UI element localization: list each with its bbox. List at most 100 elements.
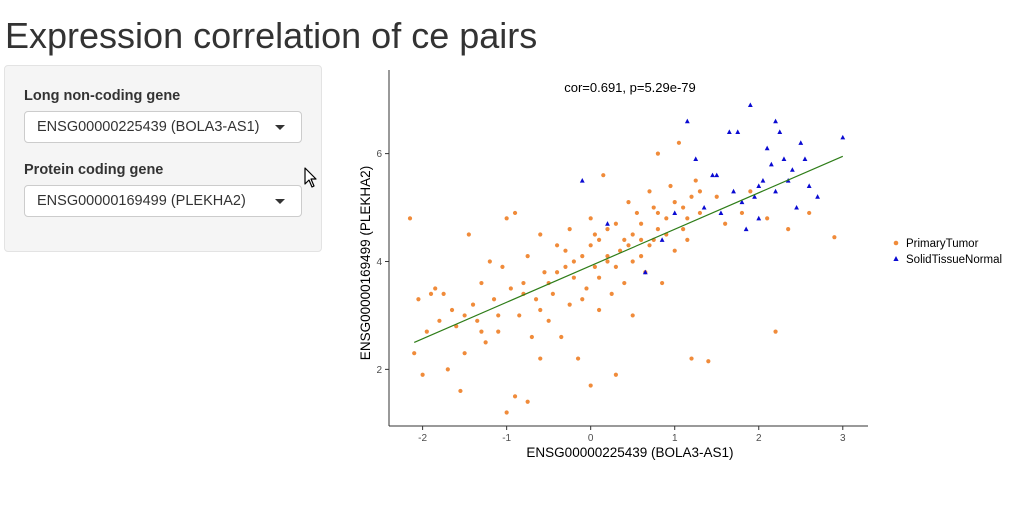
solid-tissue-normal-point (743, 226, 749, 232)
primary-tumor-point (634, 210, 640, 216)
primary-tumor-point (517, 313, 522, 318)
protein-select[interactable]: ENSG00000169499 (PLEKHA2) (24, 185, 302, 217)
x-tick-label: 3 (840, 433, 846, 444)
primary-tumor-point (491, 297, 497, 302)
primary-tumor-point (681, 205, 686, 210)
primary-tumor-point (504, 216, 509, 221)
solid-tissue-normal-point (605, 221, 610, 226)
lncrna-label: Long non-coding gene (24, 88, 181, 104)
solid-tissue-normal-point (802, 156, 808, 161)
solid-tissue-normal-point (806, 183, 812, 188)
solid-tissue-normal-point (726, 129, 732, 135)
legend-marker-solid-tissue-normal (893, 256, 899, 261)
primary-tumor-point (550, 291, 555, 296)
solid-tissue-normal-point (798, 140, 804, 145)
solid-tissue-normal-point (756, 183, 762, 188)
y-tick-label: 4 (376, 257, 382, 268)
primary-tumor-point (504, 410, 509, 415)
primary-tumor-point (630, 259, 635, 264)
primary-tumor-point (655, 227, 661, 232)
primary-tumor-point (554, 243, 560, 248)
primary-tumor-point (676, 140, 682, 145)
primary-tumor-point (475, 318, 480, 323)
primary-tumor-point (723, 221, 728, 226)
primary-tumor-point (697, 189, 703, 194)
chart-title: cor=0.691, p=5.29e-79 (564, 80, 696, 95)
primary-tumor-point (672, 248, 677, 253)
primary-tumor-point (706, 359, 711, 364)
solid-tissue-normal-point (752, 194, 757, 199)
primary-tumor-point (626, 200, 631, 205)
primary-tumor-point (605, 227, 610, 232)
primary-tumor-point (571, 259, 576, 264)
primary-tumor-point (462, 351, 467, 356)
regression-line (413, 155, 844, 343)
primary-tumor-point (462, 313, 467, 318)
primary-tumor-point (664, 216, 669, 221)
primary-tumor-point (630, 232, 635, 237)
solid-tissue-normal-point (789, 167, 795, 172)
primary-tumor-point (412, 351, 417, 356)
solid-tissue-normal-point (781, 156, 787, 161)
x-axis-label: ENSG00000225439 (BOLA3-AS1) (526, 445, 733, 460)
primary-tumor-point (601, 173, 606, 178)
primary-tumor-point (584, 286, 589, 291)
data-points (407, 102, 846, 415)
primary-tumor-point (596, 307, 602, 313)
lncrna-select[interactable]: ENSG00000225439 (BOLA3-AS1) (24, 111, 302, 143)
primary-tumor-point (672, 200, 677, 205)
primary-tumor-point (449, 307, 455, 313)
solid-tissue-normal-point (642, 269, 648, 275)
primary-tumor-point (559, 334, 564, 340)
primary-tumor-point (685, 237, 690, 243)
chart-legend: PrimaryTumor SolidTissueNormal (893, 238, 1002, 266)
primary-tumor-point (466, 232, 471, 237)
primary-tumor-point (580, 297, 585, 302)
primary-tumor-point (609, 291, 614, 296)
solid-tissue-normal-point (710, 172, 715, 178)
primary-tumor-point (689, 194, 694, 199)
primary-tumor-point (786, 227, 791, 232)
solid-tissue-normal-point (768, 161, 774, 167)
primary-tumor-point (807, 210, 812, 216)
solid-tissue-normal-point (659, 237, 665, 242)
primary-tumor-point (592, 232, 597, 237)
primary-tumor-point (445, 367, 450, 372)
primary-tumor-point (554, 270, 560, 275)
primary-tumor-point (538, 232, 543, 237)
primary-tumor-point (546, 318, 551, 323)
solid-tissue-normal-point (794, 204, 799, 210)
page-title: Expression correlation of ce pairs (5, 15, 538, 56)
input-panel: Long non-coding gene ENSG00000225439 (BO… (4, 65, 322, 252)
primary-tumor-point (496, 313, 501, 318)
solid-tissue-normal-point (747, 102, 753, 108)
primary-tumor-point (538, 356, 543, 361)
primary-tumor-point (739, 210, 745, 216)
primary-tumor-point (458, 388, 463, 394)
solid-tissue-normal-point (693, 156, 699, 161)
primary-tumor-point (428, 291, 434, 296)
primary-tumor-point (580, 253, 585, 259)
primary-tumor-point (622, 280, 627, 286)
primary-tumor-point (639, 237, 644, 243)
primary-tumor-point (567, 227, 572, 232)
primary-tumor-point (660, 280, 665, 286)
primary-tumor-point (508, 286, 513, 291)
solid-tissue-normal-point (777, 129, 783, 135)
primary-tumor-point (773, 329, 778, 334)
x-tick-label: 2 (756, 433, 762, 444)
primary-tumor-point (563, 248, 568, 253)
primary-tumor-point (832, 235, 837, 240)
primary-tumor-point (542, 270, 547, 275)
primary-tumor-point (617, 248, 623, 253)
primary-tumor-point (483, 340, 488, 345)
primary-tumor-point (521, 280, 526, 286)
primary-tumor-point (596, 237, 602, 243)
x-tick-label: 0 (588, 433, 594, 444)
legend-label-primary-tumor: PrimaryTumor (906, 238, 979, 250)
primary-tumor-point (651, 205, 656, 210)
solid-tissue-normal-point (760, 177, 766, 183)
solid-tissue-normal-point (718, 210, 724, 215)
legend-marker-primary-tumor (893, 240, 899, 246)
primary-tumor-point (647, 243, 652, 248)
